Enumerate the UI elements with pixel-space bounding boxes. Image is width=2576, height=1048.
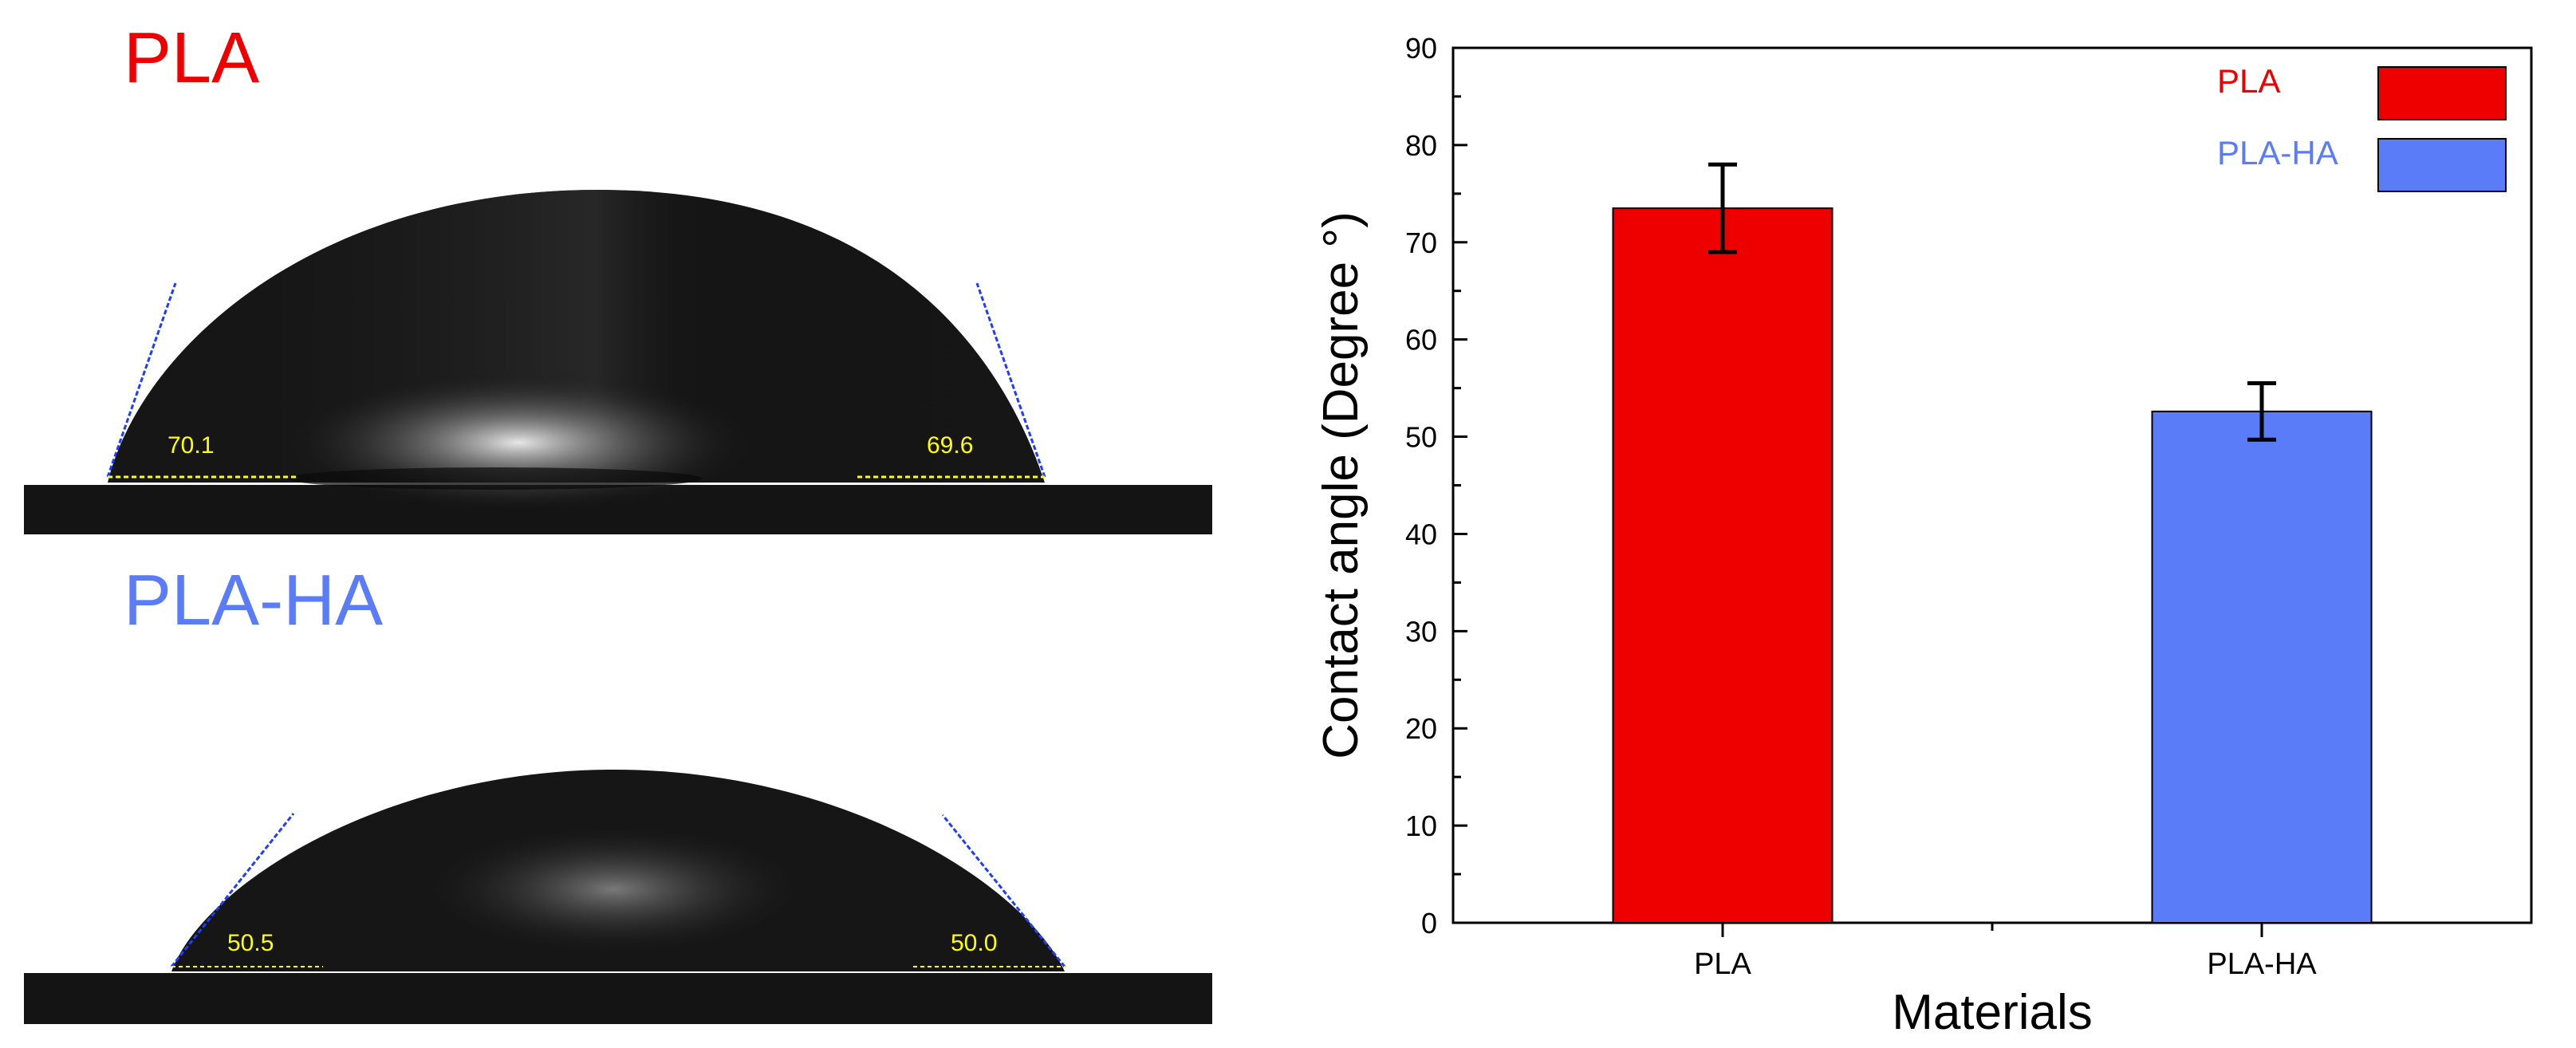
- droplet-images: 70.1 69.6 50.5 50.0: [24, 190, 1212, 1024]
- legend-label: PLA-HA: [2217, 134, 2338, 171]
- pla-drop-title: PLA: [124, 18, 260, 98]
- y-tick-label: 30: [1405, 615, 1437, 648]
- y-axis-title: Contact angle (Degree °): [1314, 211, 1369, 758]
- pla-ha-drop-title: PLA-HA: [124, 561, 384, 640]
- tangent-line-right: [975, 282, 1046, 478]
- y-tick-label: 50: [1405, 421, 1437, 454]
- y-tick-label: 20: [1405, 712, 1437, 745]
- y-tick-label: 60: [1405, 324, 1437, 357]
- legend-swatch: [2377, 66, 2507, 120]
- tangent-line-left: [106, 282, 177, 478]
- pla-ha-droplet-image: 50.5 50.0: [24, 770, 1212, 1024]
- tangent-line-right: [941, 814, 1066, 967]
- x-tick-label: PLA-HA: [2207, 948, 2317, 981]
- y-tick-label: 80: [1405, 129, 1437, 162]
- y-tick-label: 10: [1405, 810, 1437, 842]
- y-tick-label: 90: [1405, 32, 1437, 65]
- x-axis-title: Materials: [1892, 985, 2093, 1040]
- y-tick-label: 70: [1405, 227, 1437, 259]
- angle-label-right: 69.6: [927, 432, 973, 459]
- tangent-line-left: [170, 813, 295, 967]
- legend-swatch: [2377, 138, 2507, 192]
- angle-label-right: 50.0: [951, 930, 997, 956]
- y-tick-label: 40: [1405, 518, 1437, 550]
- bar-pla: [1612, 207, 1834, 924]
- y-tick-label: 0: [1421, 907, 1437, 940]
- angle-label-left: 50.5: [227, 930, 274, 956]
- bar-pla-ha: [2151, 410, 2373, 924]
- pla-droplet-image: 70.1 69.6: [24, 190, 1212, 534]
- angle-label-left: 70.1: [167, 432, 214, 459]
- x-tick-label: PLA: [1694, 948, 1751, 981]
- legend-label: PLA: [2217, 62, 2280, 100]
